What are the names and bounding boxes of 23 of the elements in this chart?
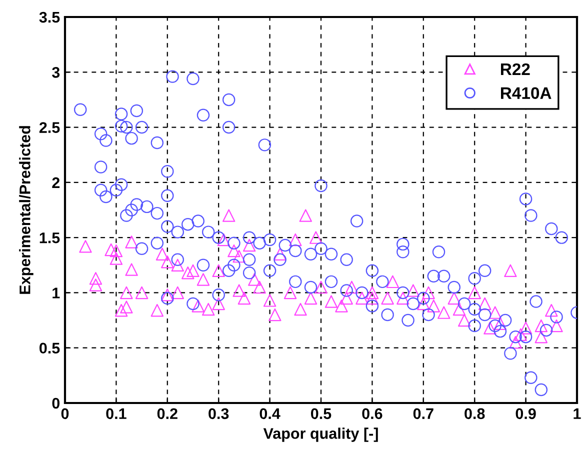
x-tick-label: 0.6 <box>362 408 382 420</box>
y-tick-label: 0 <box>52 398 60 409</box>
x-axis-title: Vapor quality [-] <box>263 428 378 442</box>
y-tick-label: 3.5 <box>39 12 60 23</box>
legend-label: R22 <box>500 63 530 75</box>
y-tick-label: 0.5 <box>40 342 60 354</box>
x-tick-label: 1 <box>574 408 581 419</box>
x-tick-label: 0.9 <box>516 408 536 420</box>
x-tick-label: 0.7 <box>413 408 434 420</box>
y-axis-title: Experimental/Predicted <box>19 126 34 294</box>
y-tick-label: 1 <box>52 288 60 298</box>
y-tick-label: 2 <box>52 177 60 188</box>
x-tick-label: 0 <box>61 408 69 420</box>
x-tick-label: 0.3 <box>208 408 229 420</box>
x-tick-label: 0.5 <box>310 408 332 420</box>
y-tick-label: 1.5 <box>40 232 60 244</box>
x-tick-label: 0.8 <box>464 408 485 420</box>
y-tick-label: 3 <box>52 67 60 78</box>
legend-label: R410A <box>500 87 552 99</box>
x-tick-label: 0.2 <box>157 408 178 420</box>
x-tick-label: 0.1 <box>106 408 126 420</box>
y-tick-label: 2.5 <box>39 122 60 133</box>
x-tick-label: 0.4 <box>260 408 280 420</box>
